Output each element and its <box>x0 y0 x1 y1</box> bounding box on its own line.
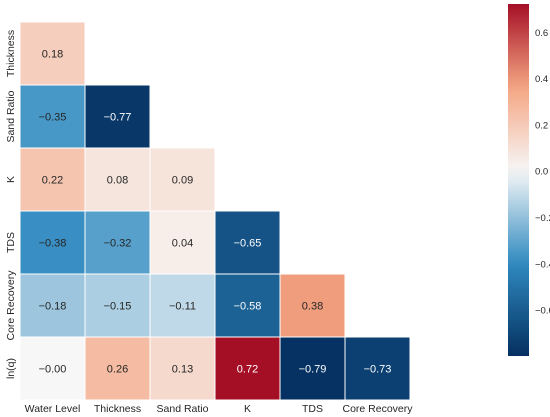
cell-value-label: −0.65 <box>234 238 262 250</box>
heatmap-cell-labels: 0.18 −0.35 −0.77 0.22 0.08 0.09 −0.38 −0.32 0.04… <box>39 49 392 376</box>
heatmap-cell <box>344 336 411 401</box>
x-tick-label: TDS <box>302 403 323 415</box>
heatmap-cell <box>19 21 86 86</box>
cell-value-label: −0.35 <box>39 112 67 124</box>
cell-value-label: −0.11 <box>169 301 196 313</box>
y-tick-label: K <box>5 176 17 183</box>
colorbar-tick-label: 0.4 <box>535 74 548 85</box>
cell-value-label: −0.58 <box>234 301 262 313</box>
colorbar-tick-label: −0.4 <box>535 259 550 270</box>
heatmap-cell <box>19 336 86 401</box>
colorbar: 0.6 0.4 0.2 0.0 −0.2 −0.4 −0.6 <box>508 4 550 356</box>
x-tick-label: Thickness <box>94 403 141 415</box>
cell-value-label: 0.22 <box>42 175 63 187</box>
heatmap-cell <box>19 147 86 212</box>
y-tick-label: ln(q) <box>5 358 17 379</box>
heatmap-cell <box>279 336 346 401</box>
colorbar-tick-label: 0.6 <box>535 28 548 39</box>
heatmap-cell <box>84 336 151 401</box>
heatmap-cell <box>214 210 281 275</box>
x-tick-label: Core Recovery <box>342 403 413 415</box>
y-tick-label: Sand Ratio <box>5 90 17 142</box>
x-tick-label: K <box>244 403 251 415</box>
cell-value-label: −0.18 <box>39 301 67 313</box>
cell-value-label: 0.18 <box>42 49 63 61</box>
cell-value-label: −0.32 <box>104 238 132 250</box>
cell-value-label: −0.15 <box>104 301 132 313</box>
heatmap-cell <box>84 84 151 149</box>
cell-value-label: 0.04 <box>172 238 193 250</box>
heatmap-cells <box>19 21 411 401</box>
heatmap-cell <box>214 336 281 401</box>
colorbar-tick-label: 0.0 <box>535 167 548 178</box>
y-tick-label: Thickness <box>5 30 17 77</box>
cell-value-label: 0.08 <box>107 175 128 187</box>
cell-value-label: 0.09 <box>172 175 193 187</box>
y-axis-tick-labels: Thickness Sand Ratio K TDS Core Recovery ln(q… <box>5 30 17 379</box>
colorbar-tick-labels: 0.6 0.4 0.2 0.0 −0.2 −0.4 −0.6 <box>535 28 550 317</box>
cell-value-label: 0.13 <box>172 364 193 376</box>
y-tick-label: Core Recovery <box>5 270 17 341</box>
x-tick-label: Sand Ratio <box>157 403 209 415</box>
heatmap-cell <box>84 210 151 275</box>
cell-value-label: 0.72 <box>237 364 258 376</box>
colorbar-tick-label: −0.2 <box>535 213 550 224</box>
cell-value-label: −0.79 <box>299 364 327 376</box>
x-axis-tick-labels: Water Level Thickness Sand Ratio K TDS Core R… <box>25 403 414 415</box>
x-tick-label: Water Level <box>25 403 81 415</box>
heatmap-cell <box>149 147 216 212</box>
cell-value-label: −0.73 <box>364 364 392 376</box>
heatmap-cell <box>19 84 86 149</box>
heatmap-cell <box>149 336 216 401</box>
cell-value-label: 0.26 <box>107 364 128 376</box>
heatmap-cell <box>84 273 151 338</box>
cell-value-label: 0.38 <box>302 301 323 313</box>
colorbar-gradient <box>508 4 529 356</box>
colorbar-tick-label: −0.6 <box>535 306 550 317</box>
cell-value-label: −0.38 <box>39 238 67 250</box>
colorbar-tick-label: 0.2 <box>535 120 548 131</box>
cell-value-label: −0.00 <box>39 364 67 376</box>
cell-value-label: −0.77 <box>104 112 132 124</box>
heatmap-cell <box>214 273 281 338</box>
y-tick-label: TDS <box>5 232 17 253</box>
